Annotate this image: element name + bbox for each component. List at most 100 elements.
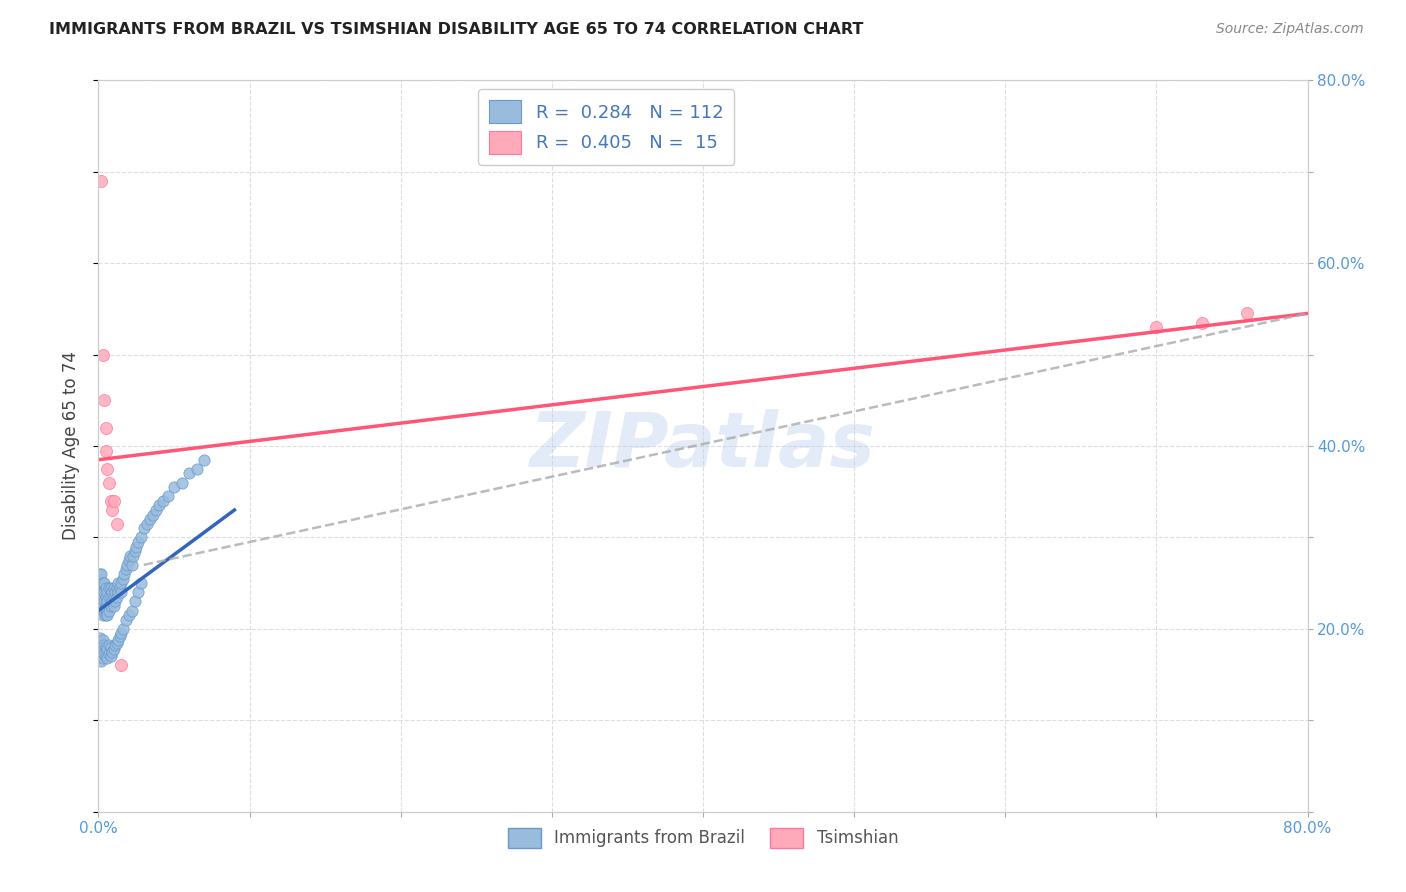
Point xyxy=(122,549,145,563)
Point xyxy=(89,585,111,599)
Point xyxy=(170,475,193,490)
Point xyxy=(1191,316,1213,330)
Text: IMMIGRANTS FROM BRAZIL VS TSIMSHIAN DISABILITY AGE 65 TO 74 CORRELATION CHART: IMMIGRANTS FROM BRAZIL VS TSIMSHIAN DISA… xyxy=(49,22,863,37)
Point xyxy=(94,608,117,623)
Point xyxy=(124,544,146,558)
Point xyxy=(104,585,127,599)
Point xyxy=(127,535,149,549)
Point xyxy=(91,347,114,362)
Point xyxy=(93,393,115,408)
Point xyxy=(101,585,124,599)
Point xyxy=(93,594,115,608)
Point xyxy=(90,654,112,668)
Point xyxy=(94,603,117,617)
Point xyxy=(145,503,167,517)
Point xyxy=(91,632,114,647)
Point xyxy=(100,640,122,655)
Text: ZIPatlas: ZIPatlas xyxy=(530,409,876,483)
Point xyxy=(100,649,122,664)
Point xyxy=(94,581,117,595)
Point xyxy=(100,590,122,604)
Point xyxy=(101,503,124,517)
Point xyxy=(129,530,152,544)
Point xyxy=(89,603,111,617)
Point xyxy=(135,516,157,531)
Point xyxy=(98,475,121,490)
Point xyxy=(103,581,125,595)
Point xyxy=(91,603,114,617)
Point xyxy=(90,590,112,604)
Point xyxy=(121,603,143,617)
Point xyxy=(90,585,112,599)
Point xyxy=(90,645,112,659)
Point xyxy=(90,174,112,188)
Point xyxy=(118,553,141,567)
Y-axis label: Disability Age 65 to 74: Disability Age 65 to 74 xyxy=(62,351,80,541)
Point xyxy=(90,576,112,591)
Point xyxy=(91,608,114,623)
Point xyxy=(93,576,115,591)
Point xyxy=(104,638,127,652)
Point xyxy=(100,494,122,508)
Point xyxy=(98,638,121,652)
Point xyxy=(90,567,112,582)
Point xyxy=(91,642,114,657)
Point xyxy=(120,549,142,563)
Point xyxy=(110,658,132,673)
Point xyxy=(193,452,215,467)
Point xyxy=(179,467,201,481)
Point xyxy=(89,576,111,591)
Point xyxy=(105,635,128,649)
Point xyxy=(103,599,125,613)
Point xyxy=(148,499,170,513)
Point xyxy=(91,599,114,613)
Point xyxy=(96,603,118,617)
Point xyxy=(114,613,136,627)
Point xyxy=(110,585,132,599)
Point xyxy=(103,590,125,604)
Point xyxy=(105,516,128,531)
Point xyxy=(124,594,146,608)
Point xyxy=(186,462,208,476)
Point xyxy=(91,590,114,604)
Point xyxy=(93,603,115,617)
Point xyxy=(127,585,149,599)
Point xyxy=(111,572,134,586)
Point xyxy=(89,631,111,645)
Point xyxy=(98,648,121,662)
Point xyxy=(89,594,111,608)
Point xyxy=(94,599,117,613)
Point xyxy=(90,594,112,608)
Point xyxy=(89,581,111,595)
Point xyxy=(98,581,121,595)
Point xyxy=(90,599,112,613)
Point xyxy=(98,599,121,613)
Point xyxy=(121,558,143,572)
Point xyxy=(103,642,125,657)
Point xyxy=(103,494,125,508)
Point xyxy=(91,651,114,665)
Point xyxy=(105,581,128,595)
Point xyxy=(108,629,131,643)
Point xyxy=(101,645,124,659)
Point xyxy=(108,581,131,595)
Point xyxy=(104,594,127,608)
Point xyxy=(89,567,111,582)
Point xyxy=(96,585,118,599)
Point xyxy=(94,640,117,655)
Point xyxy=(139,512,162,526)
Point xyxy=(93,638,115,652)
Point xyxy=(1144,320,1167,334)
Point xyxy=(91,576,114,591)
Point xyxy=(91,594,114,608)
Point xyxy=(96,608,118,623)
Point xyxy=(129,576,152,591)
Point xyxy=(91,585,114,599)
Point xyxy=(100,581,122,595)
Point xyxy=(94,443,117,458)
Point xyxy=(96,651,118,665)
Point xyxy=(125,540,148,554)
Point xyxy=(90,581,112,595)
Point xyxy=(96,594,118,608)
Point xyxy=(98,603,121,617)
